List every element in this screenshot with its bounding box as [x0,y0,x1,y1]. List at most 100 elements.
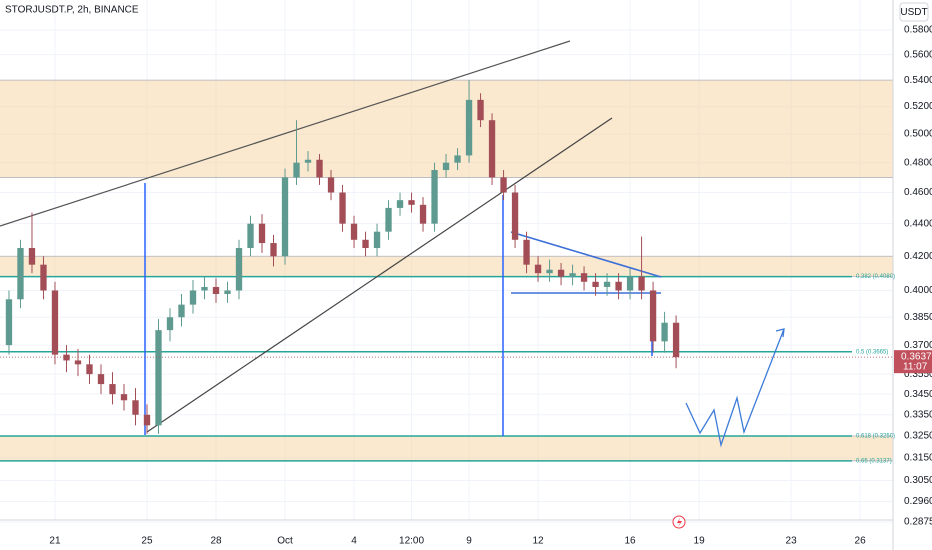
x-tick-label: 12 [532,536,544,547]
y-tick-label: 0.3450 [904,389,932,400]
fib-label: 0.618 (0.3250) [856,434,895,440]
candle-body [638,276,645,291]
candle-body [178,304,185,318]
x-tick-label: 19 [694,536,706,547]
currency-box[interactable] [899,2,929,22]
trend-line [146,117,613,433]
candle-body [396,200,404,208]
y-tick-label: 0.5000 [904,129,932,140]
candle-body [40,264,47,291]
candle-body [97,374,105,385]
candle-body [293,162,300,178]
y-tick-label: 0.5200 [904,101,932,112]
candle-body [615,281,622,291]
y-tick-label: 0.5400 [904,75,932,86]
countdown-label: 11:07 [903,361,928,372]
candle-body [534,264,542,274]
x-tick-label: 12:00 [399,536,424,547]
candle-body [511,192,519,240]
x-tick-label: Oct [277,536,293,547]
supply-demand-zone [0,436,893,461]
candle-body [546,269,553,274]
candle-body [235,247,243,291]
y-tick-label: 0.3550 [904,369,932,380]
candle-body [143,414,151,426]
supply-demand-zone [0,256,893,277]
y-tick-label: 0.4000 [904,285,932,296]
candle-body [569,273,576,277]
y-tick-label: 0.3250 [904,431,932,442]
candle-body [603,281,611,287]
candle-body [166,317,174,331]
y-tick-label: 0.3700 [904,340,932,351]
y-tick-label: 0.5600 [904,49,932,60]
y-tick-label: 0.3150 [904,453,932,464]
candle-body [258,223,266,244]
resistance-line [510,231,662,278]
fib-label: 0.382 (0.4080) [856,274,895,280]
candle-body [592,281,599,287]
candle-body [373,231,381,248]
candle-body [672,322,680,358]
candle-body [500,177,507,193]
candle-body [212,286,220,294]
x-tick-label: 25 [141,536,153,547]
candle-body [649,290,657,342]
y-tick-label: 0.5800 [904,25,932,36]
candle-body [408,200,415,205]
candle-body [431,170,438,224]
x-tick-label: 21 [49,536,61,547]
x-tick-label: 4 [351,536,357,547]
candle-body [442,162,450,171]
fib-label: 0.65 (0.3137) [856,458,892,464]
x-tick-label: 9 [466,536,472,547]
y-tick-label: 0.3350 [904,409,932,420]
candle-body [270,243,277,257]
x-tick-label: 23 [786,536,798,547]
chart-title: STORJUSDT.P, 2h, BINANCE [5,5,139,16]
candle-body [5,299,13,346]
y-tick-label: 0.2875 [904,517,932,528]
candle-body [74,360,82,365]
candle-body [132,400,139,415]
projection-path [685,328,785,448]
candles [5,80,680,434]
candle-body [477,99,484,121]
candle-body [626,276,634,291]
candle-body [488,120,496,178]
y-tick-label: 0.4400 [904,218,932,229]
candle-body [661,322,668,342]
candle-body [339,192,346,224]
y-tick-label: 0.3050 [904,475,932,486]
candle-body [224,290,231,294]
projection-arrowhead [775,328,785,338]
candle-body [557,269,565,277]
candle-body [51,290,59,355]
candle-body [201,286,208,291]
candle-body [281,177,289,257]
candle-body [385,207,392,232]
y-tick-label: 0.4600 [904,187,932,198]
candle-body [465,99,473,156]
fib-label: 0.5 (0.3665) [856,349,888,355]
candle-body [28,247,36,265]
x-tick-label: 28 [210,536,222,547]
candle-body [316,159,323,178]
candle-body [17,247,24,300]
trend-line [0,40,571,227]
currency-label: USDT [900,7,927,18]
candle-body [454,155,461,163]
candle-body [247,223,254,248]
fib-levels: 0.382 (0.4080) 0.5 (0.3665) 0.618 (0.3250)… [0,274,895,464]
candle-body [350,223,358,240]
y-tick-label: 0.2960 [904,496,932,507]
candle-body [304,159,312,163]
x-tick-label: 26 [855,536,867,547]
candle-body [327,177,335,193]
y-tick-label: 0.4800 [904,157,932,168]
zones [0,79,893,462]
candle-body [86,364,93,375]
candle-body [362,239,369,248]
candle-body [155,330,162,426]
